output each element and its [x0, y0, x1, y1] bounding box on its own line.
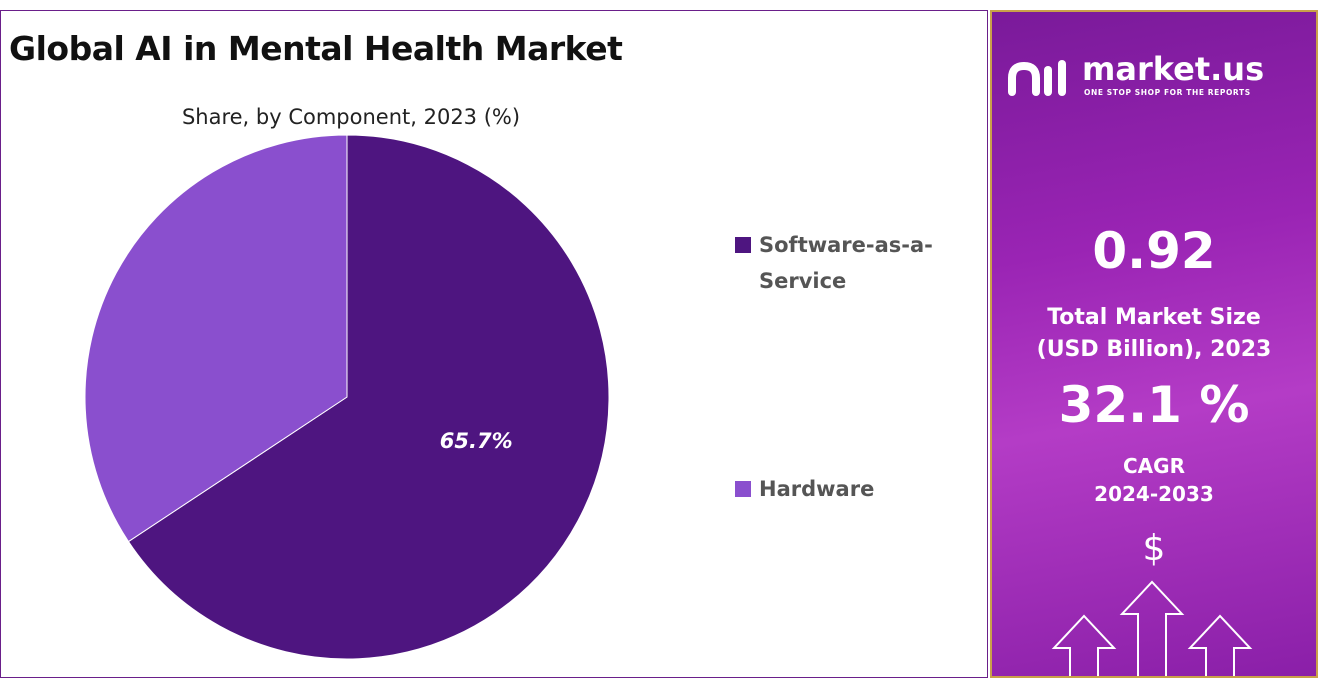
brand-tagline: ONE STOP SHOP FOR THE REPORTS [1084, 88, 1251, 97]
pie-chart: 65.7% [84, 134, 610, 660]
market-size-value: 0.92 [1092, 222, 1216, 280]
pie-slice-software-as-a-service [127, 134, 610, 660]
cagr-label-line1: CAGR [1123, 454, 1185, 478]
legend-item-hardware: Hardware [735, 471, 985, 507]
legend-label-software-line2: Service [759, 269, 847, 293]
brand-name: market.us [1082, 50, 1265, 88]
legend-swatch-software [735, 237, 751, 253]
dollar-icon: $ [1142, 528, 1166, 569]
cagr-value: 32.1 % [1058, 376, 1250, 434]
legend-item-software: Software-as-a- Service [735, 227, 985, 299]
chart-panel: Global AI in Mental Health Market Share,… [0, 10, 988, 678]
cagr-label-line2: 2024-2033 [1094, 482, 1214, 506]
legend-swatch-hardware [735, 481, 751, 497]
legend-label-hardware: Hardware [759, 477, 875, 501]
growth-arrows-icon [1051, 580, 1253, 676]
pie-slice-hardware [84, 134, 348, 543]
legend-label-software-line1: Software-as-a- [759, 233, 933, 257]
market-size-label-line2: (USD Billion), 2023 [1036, 337, 1272, 362]
pie-data-label-0: 65.7% [440, 429, 513, 453]
market-size-label-line1: Total Market Size [1047, 305, 1261, 330]
chart-subtitle: Share, by Component, 2023 (%) [181, 105, 521, 129]
market-us-logo-icon [1008, 60, 1066, 96]
summary-panel: market.us ONE STOP SHOP FOR THE REPORTS … [990, 10, 1318, 678]
page-title: Global AI in Mental Health Market [9, 29, 623, 68]
